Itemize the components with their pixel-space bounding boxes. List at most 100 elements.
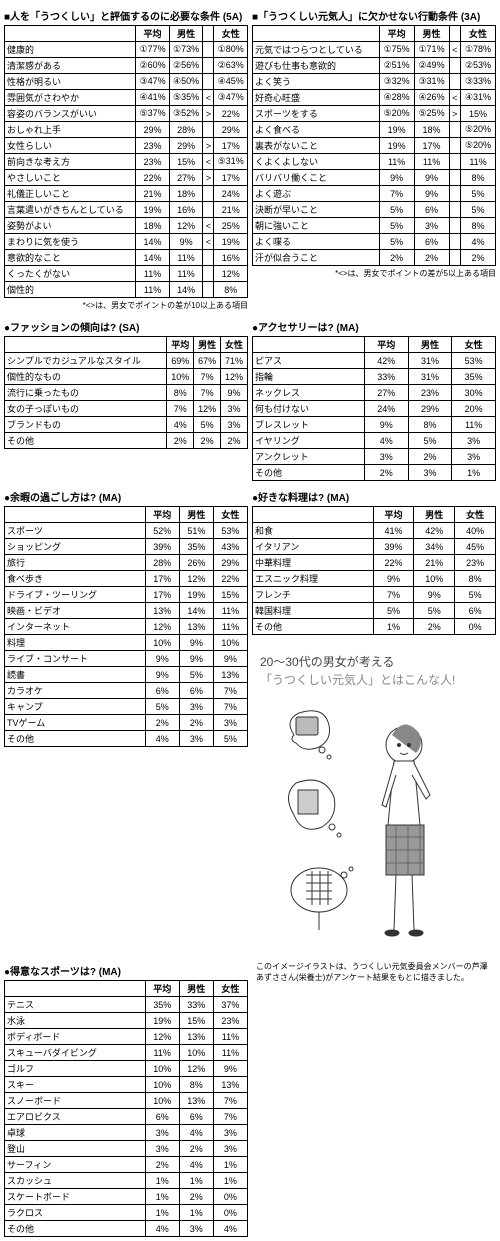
table-row: 意欲的なこと14%11%16% [5,250,248,266]
note-left: *<>は、男女でポイントの差が10以上ある項目 [4,300,248,311]
table-row: スポーツをする⑤20%⑤25%>15% [253,106,496,122]
behavior-title: 「うつくしい元気人」に欠かせない行動条件 (3A) [252,8,496,23]
table-row: よく笑う③32%③31%③33% [253,74,496,90]
table-row: その他4%3%5% [5,731,248,747]
col-header: 女性 [452,337,496,353]
col-header: 男性 [194,337,221,353]
table-row: 個性的なもの10%7%12% [5,369,248,385]
table-row: ゴルフ10%12%9% [5,1061,248,1077]
table-row: おしゃれ上手29%28%29% [5,122,248,138]
table-row: カラオケ6%6%7% [5,683,248,699]
col-header [449,26,461,42]
conditions-title: 人を「うつくしい」と評価するのに必要な条件 (5A) [4,8,248,23]
table-row: テニス35%33%37% [5,997,248,1013]
table-row: その他1%2%0% [253,619,496,635]
table-row: 読書9%5%13% [5,667,248,683]
food-table: 平均男性女性和食41%42%40%イタリアン39%34%45%中華料理22%21… [252,506,496,635]
behavior-table: 平均男性女性 元気ではつらつとしている①75%①71%<①78%遊びも仕事も意欲… [252,25,496,266]
table-row: スケートボード1%2%0% [5,1189,248,1205]
col-header: 平均 [145,981,179,997]
food-title: 好きな料理は? (MA) [252,489,496,504]
table-row: 清潔感がある②60%②56%②63% [5,58,248,74]
table-row: 水泳19%15%23% [5,1013,248,1029]
table-row: アンクレット3%2%3% [253,449,496,465]
table-row: くったくがない11%11%12% [5,266,248,282]
accessory-title: アクセサリーは? (MA) [252,319,496,334]
table-row: 汗が似合うこと2%2%2% [253,250,496,266]
table-row: 決断が早いこと5%6%5% [253,202,496,218]
table-row: エアロビクス6%6%7% [5,1109,248,1125]
table-row: 女性らしい23%29%>17% [5,138,248,154]
table-row: 言葉遣いがきちんとしている19%16%21% [5,202,248,218]
table-row: ネックレス27%23%30% [253,385,496,401]
table-row: TVゲーム2%2%3% [5,715,248,731]
table-row: 指輪33%31%35% [253,369,496,385]
callout-line2: 「うつくしい元気人」とはこんな人! [260,673,455,687]
table-row: 食べ歩き17%12%22% [5,571,248,587]
table-row: シンプルでカジュアルなスタイル69%67%71% [5,353,248,369]
table-row: 中華料理22%21%23% [253,555,496,571]
table-row: 料理10%9%10% [5,635,248,651]
accessory-table: 平均男性女性ピアス42%31%53%指輪33%31%35%ネックレス27%23%… [252,336,496,481]
illustration [274,695,474,955]
table-row: 和食41%42%40% [253,523,496,539]
table-row: スカッシュ1%1%1% [5,1173,248,1189]
table-row: ラクロス1%1%0% [5,1205,248,1221]
note-right: *<>は、男女でポイントの差が5以上ある項目 [252,268,496,279]
table-row: 性格が明るい③47%④50%④45% [5,74,248,90]
table-row: 前向きな考え方23%15%<⑤31% [5,154,248,170]
table-row: スキー10%8%13% [5,1077,248,1093]
table-row: 容姿のバランスがいい⑤37%③52%>22% [5,106,248,122]
conditions-table: 平均男性女性 健康的①77%①73%①80%清潔感がある②60%②56%②63%… [4,25,248,298]
fashion-table: 平均男性女性シンプルでカジュアルなスタイル69%67%71%個性的なもの10%7… [4,336,248,449]
table-row: 朝に強いこと5%3%8% [253,218,496,234]
table-row: インターネット12%13%11% [5,619,248,635]
col-header [203,26,214,42]
col-header: 平均 [136,26,170,42]
sports-title: 得意なスポーツは? (MA) [4,963,248,978]
table-row: その他2%3%1% [253,465,496,481]
table-row: イヤリング4%5%3% [253,433,496,449]
callout: 20〜30代の男女が考える 「うつくしい元気人」とはこんな人! [260,653,496,689]
table-row: 何も付けない24%29%20% [253,401,496,417]
col-header: 平均 [373,507,414,523]
col-header: 女性 [213,507,247,523]
col-header: 男性 [408,337,452,353]
leisure-table: 平均男性女性スポーツ52%51%53%ショッピング39%35%43%旅行28%2… [4,506,248,747]
table-row: 韓国料理5%5%6% [253,603,496,619]
table-row: 卓球3%4%3% [5,1125,248,1141]
table-row: 裏表がないこと19%17%⑤20% [253,138,496,154]
table-row: 流行に乗ったもの8%7%9% [5,385,248,401]
table-row: エスニック料理9%10%8% [253,571,496,587]
col-header: 女性 [461,26,496,42]
col-header: 男性 [179,507,213,523]
col-header: 男性 [179,981,213,997]
table-row: まわりに気を使う14%9%<19% [5,234,248,250]
table-row: 遊びも仕事も意欲的②51%②49%②53% [253,58,496,74]
table-row: 健康的①77%①73%①80% [5,42,248,58]
table-row: よく喋る5%6%4% [253,234,496,250]
col-header: 男性 [414,26,449,42]
table-row: 元気ではつらつとしている①75%①71%<①78% [253,42,496,58]
table-row: ショッピング39%35%43% [5,539,248,555]
col-header: 男性 [414,507,455,523]
col-header: 男性 [169,26,203,42]
table-row: 姿勢がよい18%12%<25% [5,218,248,234]
table-row: よく食べる19%18%⑤20% [253,122,496,138]
table-row: 好奇心旺盛④28%④26%<④31% [253,90,496,106]
table-row: スポーツ52%51%53% [5,523,248,539]
illustration-caption: このイメージイラストは、うつくしい元気委員会メンバーの芦澤あずささん(栄養士)が… [256,961,492,983]
table-row: その他2%2%2% [5,433,248,449]
table-row: よく遊ぶ7%9%5% [253,186,496,202]
table-row: バリバリ働くこと9%9%8% [253,170,496,186]
table-row: イタリアン39%34%45% [253,539,496,555]
table-row: ブランドもの4%5%3% [5,417,248,433]
table-row: スノーボード10%13%7% [5,1093,248,1109]
col-header: 女性 [214,26,248,42]
table-row: 雰囲気がさわやか④41%⑤35%<③47% [5,90,248,106]
fashion-title: ファッションの傾向は? (SA) [4,319,248,334]
table-row: くよくよしない11%11%11% [253,154,496,170]
leisure-title: 余暇の過ごし方は? (MA) [4,489,248,504]
table-row: 映画・ビデオ13%14%11% [5,603,248,619]
table-row: 女の子っぽいもの7%12%3% [5,401,248,417]
